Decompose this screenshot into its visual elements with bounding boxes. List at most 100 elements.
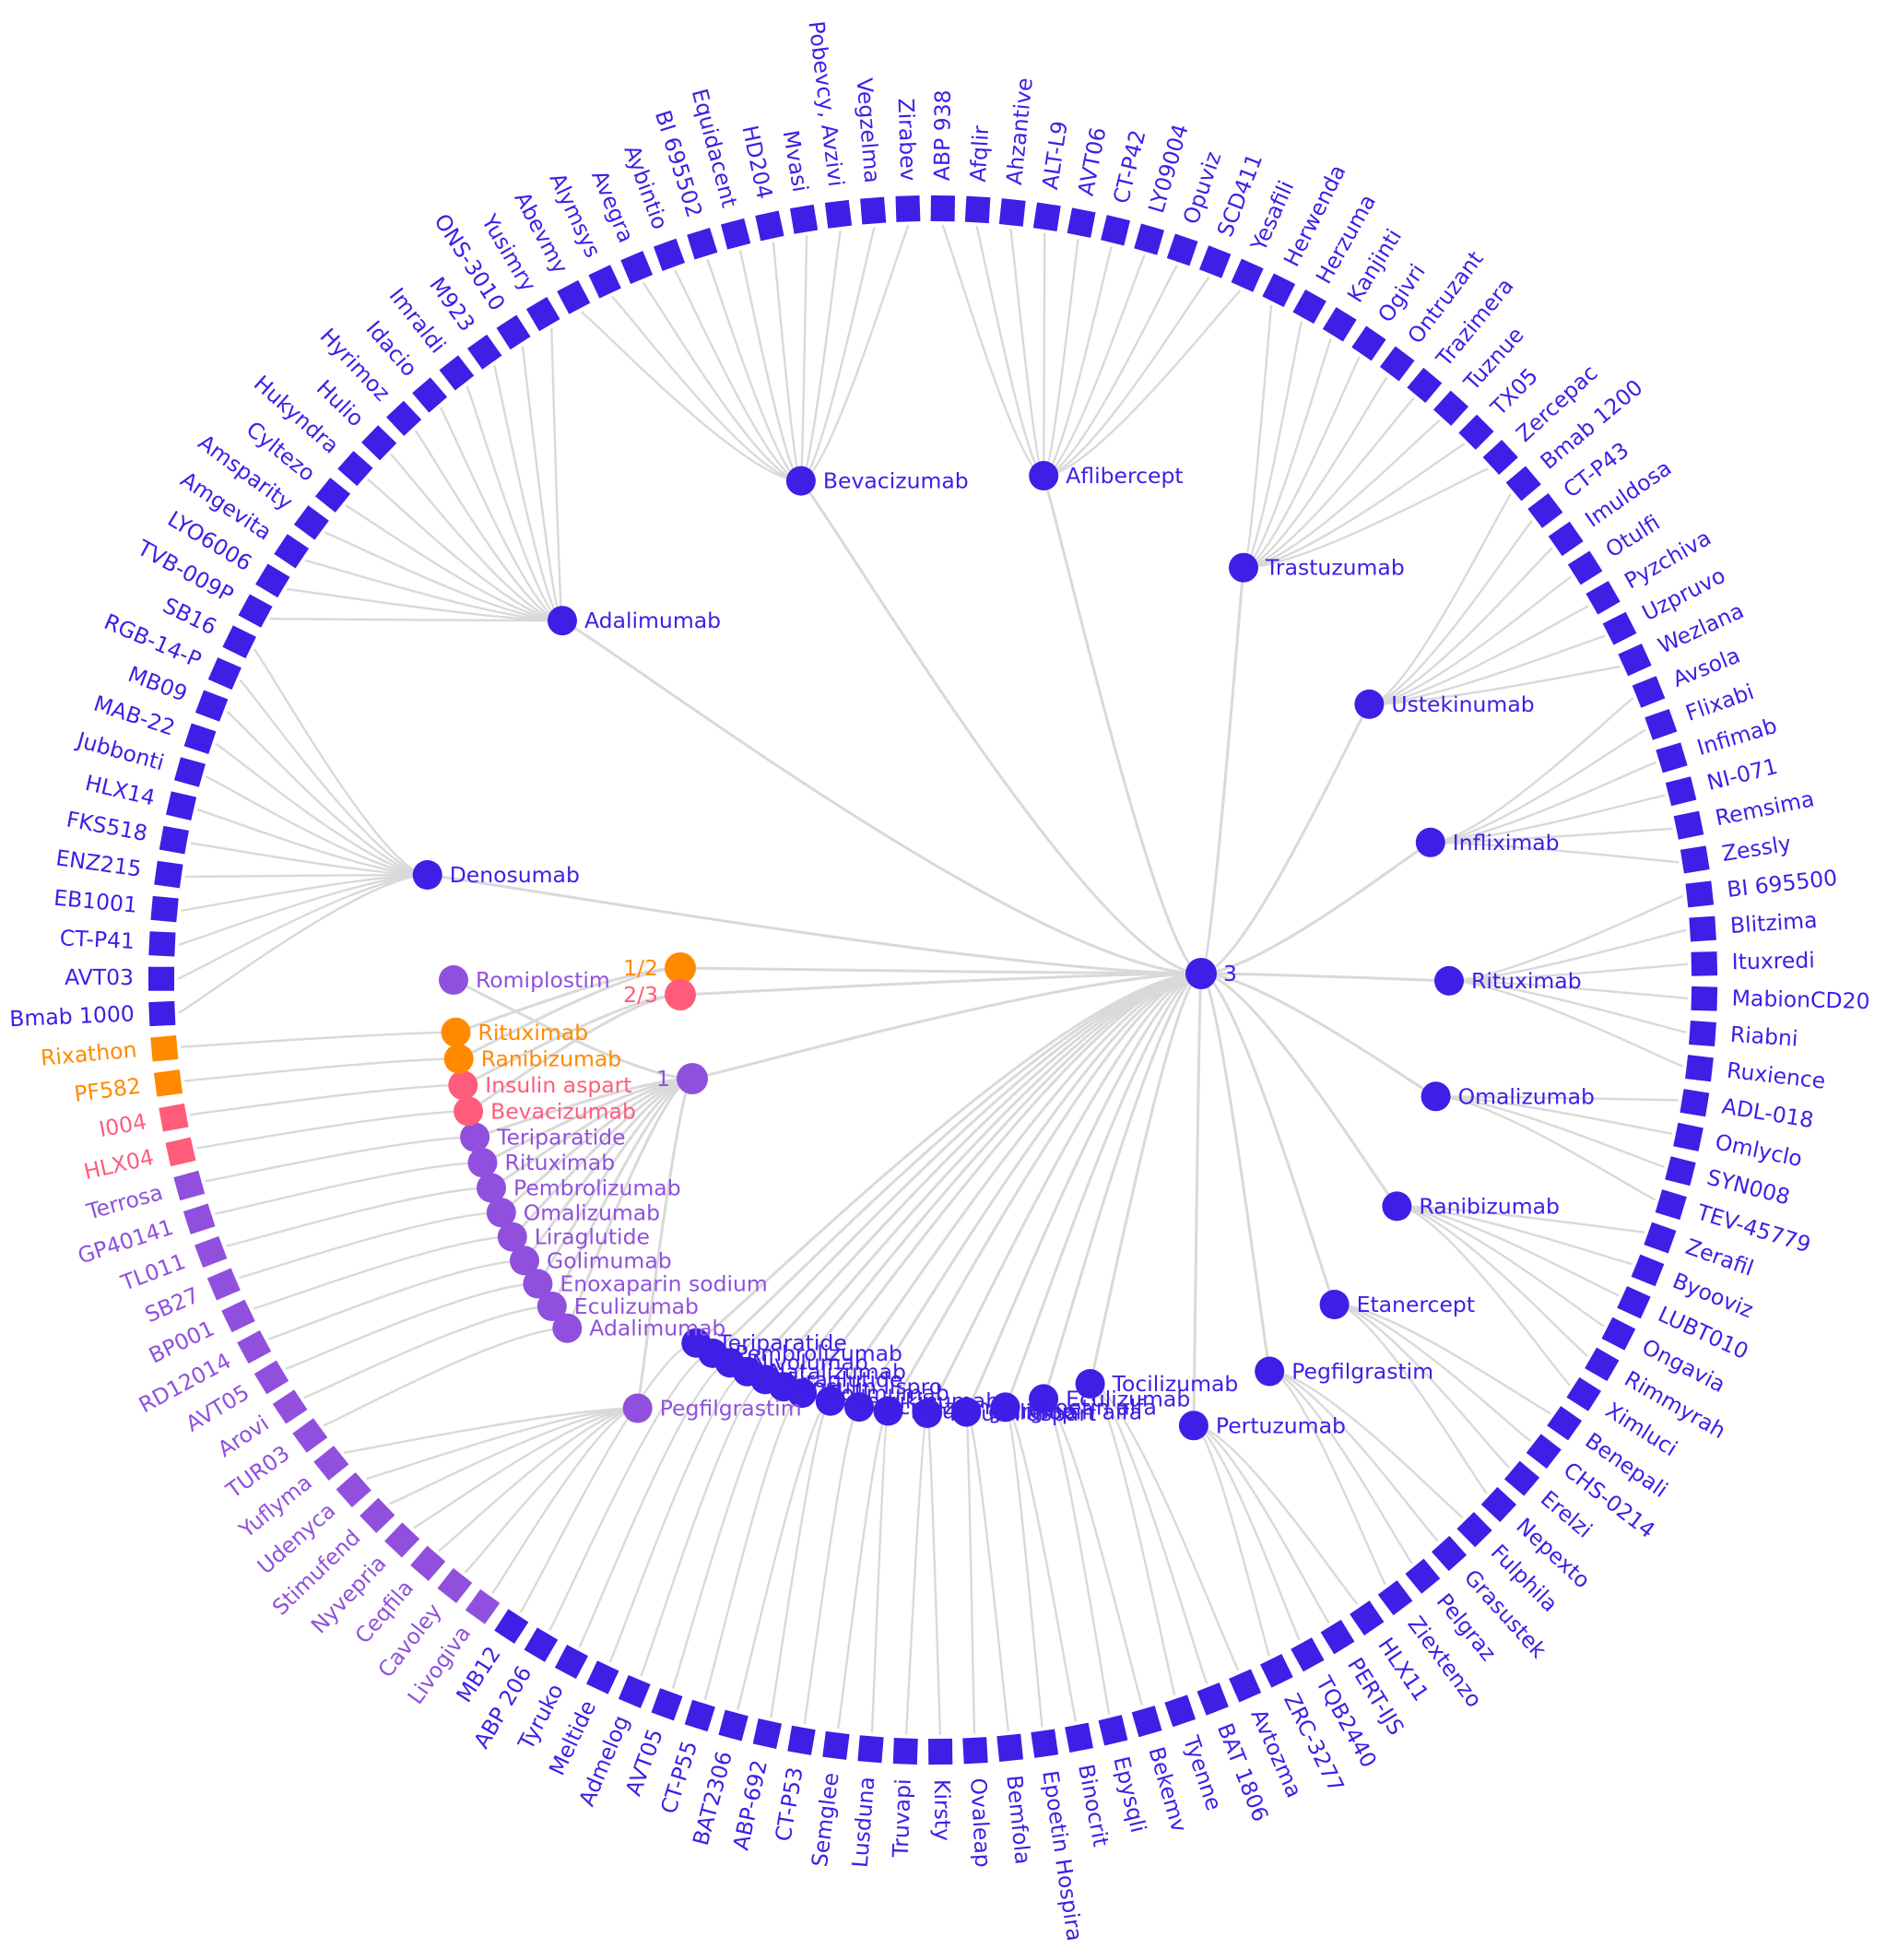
tree-link [608, 1370, 749, 1663]
group-node-follitropin-alfa[interactable] [951, 1397, 982, 1427]
group-label-golimumab: Golimumab [547, 1247, 672, 1273]
group-node-pertuzumab[interactable] [1178, 1411, 1208, 1441]
group-node-aflibercept[interactable] [1029, 461, 1059, 490]
group-node-pegfilgrastim[interactable] [622, 1393, 653, 1423]
tier-label-1-2: 1/2 [623, 955, 658, 981]
ring-segment [1351, 325, 1386, 361]
tree-link [800, 224, 910, 482]
group-node-tocilizumab[interactable] [1075, 1369, 1105, 1399]
group-node-romiplostim[interactable] [439, 965, 468, 995]
tier-node-3[interactable] [1185, 958, 1217, 989]
group-node-ocrelizumab[interactable] [844, 1392, 874, 1423]
tree-link [1448, 962, 1688, 983]
tree-link [453, 978, 693, 1080]
tree-link [1397, 1205, 1645, 1234]
group-label-natalizumab: Natalizumab [770, 1359, 906, 1385]
tree-link [1397, 1205, 1620, 1297]
tree-link [324, 531, 563, 622]
group-node-adalimumab[interactable] [548, 606, 577, 636]
group-node-omalizumab[interactable] [486, 1198, 516, 1228]
tree-link [578, 1362, 731, 1648]
group-node-secukinumab[interactable] [815, 1386, 845, 1416]
ring-segment [148, 1000, 176, 1027]
tree-link [500, 1077, 693, 1214]
group-node-pegfilgrastim[interactable] [1255, 1356, 1285, 1387]
tree-link [1430, 728, 1646, 844]
group-label-ranibizumab: Ranibizumab [481, 1046, 622, 1072]
tree-link [1435, 1095, 1656, 1201]
ring-segment [755, 210, 784, 242]
ring-segment [620, 251, 654, 285]
group-node-ustekinumab[interactable] [1354, 689, 1385, 719]
tier-node-1-2[interactable] [665, 952, 696, 984]
tree-link [1397, 1205, 1588, 1357]
leaf-label-mvasi: Mvasi [778, 128, 814, 194]
leaf-label-pf582: PF582 [73, 1073, 143, 1107]
group-node-infliximab[interactable] [1415, 827, 1445, 857]
tree-nodes: Denosumab Adalimumab Bevacizumab Aflibercep… [412, 461, 1595, 1441]
group-node-rituximab[interactable] [467, 1148, 498, 1178]
group-node-insulin-aspart[interactable] [448, 1070, 478, 1101]
tree-link [1334, 1303, 1532, 1443]
group-node-teriparatide[interactable] [681, 1328, 712, 1358]
group-node-omalizumab[interactable] [1421, 1081, 1451, 1112]
tree-link [691, 972, 1202, 1080]
tree-link [1090, 1382, 1208, 1684]
tree-link [536, 1077, 693, 1285]
tree-link [414, 430, 563, 622]
group-node-bevacizumab[interactable] [785, 466, 816, 496]
group-node-pembrolizumab[interactable] [477, 1173, 506, 1203]
tree-link [1193, 1424, 1330, 1623]
leaf-label-avt06: AVT06 [1073, 125, 1112, 198]
tree-link [1430, 841, 1680, 864]
group-node-eculizumab[interactable] [536, 1292, 567, 1321]
tree-link [799, 479, 1202, 975]
ring-segment [1379, 346, 1415, 382]
group-label-rituximab: Rituximab [478, 1020, 589, 1045]
group-node-liraglutide[interactable] [497, 1222, 527, 1252]
tree-link [491, 1407, 638, 1594]
group-label-infliximab: Infliximab [1453, 830, 1560, 856]
group-node-ranibizumab[interactable] [443, 1044, 474, 1074]
group-node-denosumab[interactable] [412, 860, 442, 890]
tier-node-1[interactable] [677, 1063, 708, 1094]
group-node-insulin-glargine[interactable] [873, 1396, 903, 1426]
tree-link [737, 1399, 831, 1710]
tree-link [1269, 1370, 1413, 1564]
group-node-epoetin-alfa[interactable] [990, 1392, 1020, 1423]
leaf-label-truvapi: Truvapi [888, 1778, 916, 1859]
tree-link [1043, 254, 1146, 478]
group-label-liraglutide: Liraglutide [787, 1366, 902, 1392]
group-node-rituximab[interactable] [441, 1017, 471, 1047]
group-node-etanercept[interactable] [1319, 1290, 1350, 1319]
tree-link [184, 1057, 459, 1082]
group-label-nivolumab: Nivolumab [752, 1350, 868, 1376]
tree-link [801, 972, 1202, 1395]
group-node-trastuzumab[interactable] [1229, 552, 1258, 583]
tree-link [1042, 972, 1202, 1399]
group-node-adalimumab[interactable] [552, 1313, 583, 1343]
tree-link [511, 1077, 693, 1238]
group-node-bevacizumab[interactable] [454, 1096, 484, 1127]
ring-segment [1585, 1347, 1620, 1382]
ring-segment [892, 1738, 918, 1765]
tree-link [1269, 1370, 1439, 1542]
ring-segment [1689, 915, 1716, 942]
tree-link [390, 454, 563, 622]
ring-segment [1602, 611, 1637, 645]
tier-node-2-3[interactable] [665, 979, 696, 1010]
tree-link [1397, 1205, 1605, 1328]
group-node-insulin-aspart[interactable] [913, 1399, 942, 1428]
group-label-pembrolizumab: Pembrolizumab [735, 1340, 902, 1366]
group-node-golimumab[interactable] [510, 1246, 539, 1276]
group-node-rituximab[interactable] [1434, 965, 1464, 996]
group-node-eculizumab[interactable] [1029, 1384, 1059, 1414]
group-node-teriparatide[interactable] [460, 1122, 490, 1152]
leaf-label-hlx04: HLX04 [81, 1144, 156, 1185]
tree-link [181, 1031, 456, 1048]
group-node-enoxaparin-sodium[interactable] [523, 1269, 553, 1299]
group-node-ranibizumab[interactable] [1382, 1191, 1412, 1222]
tree-link [1043, 289, 1242, 478]
tree-link [215, 1162, 483, 1215]
tree-link [287, 587, 563, 622]
